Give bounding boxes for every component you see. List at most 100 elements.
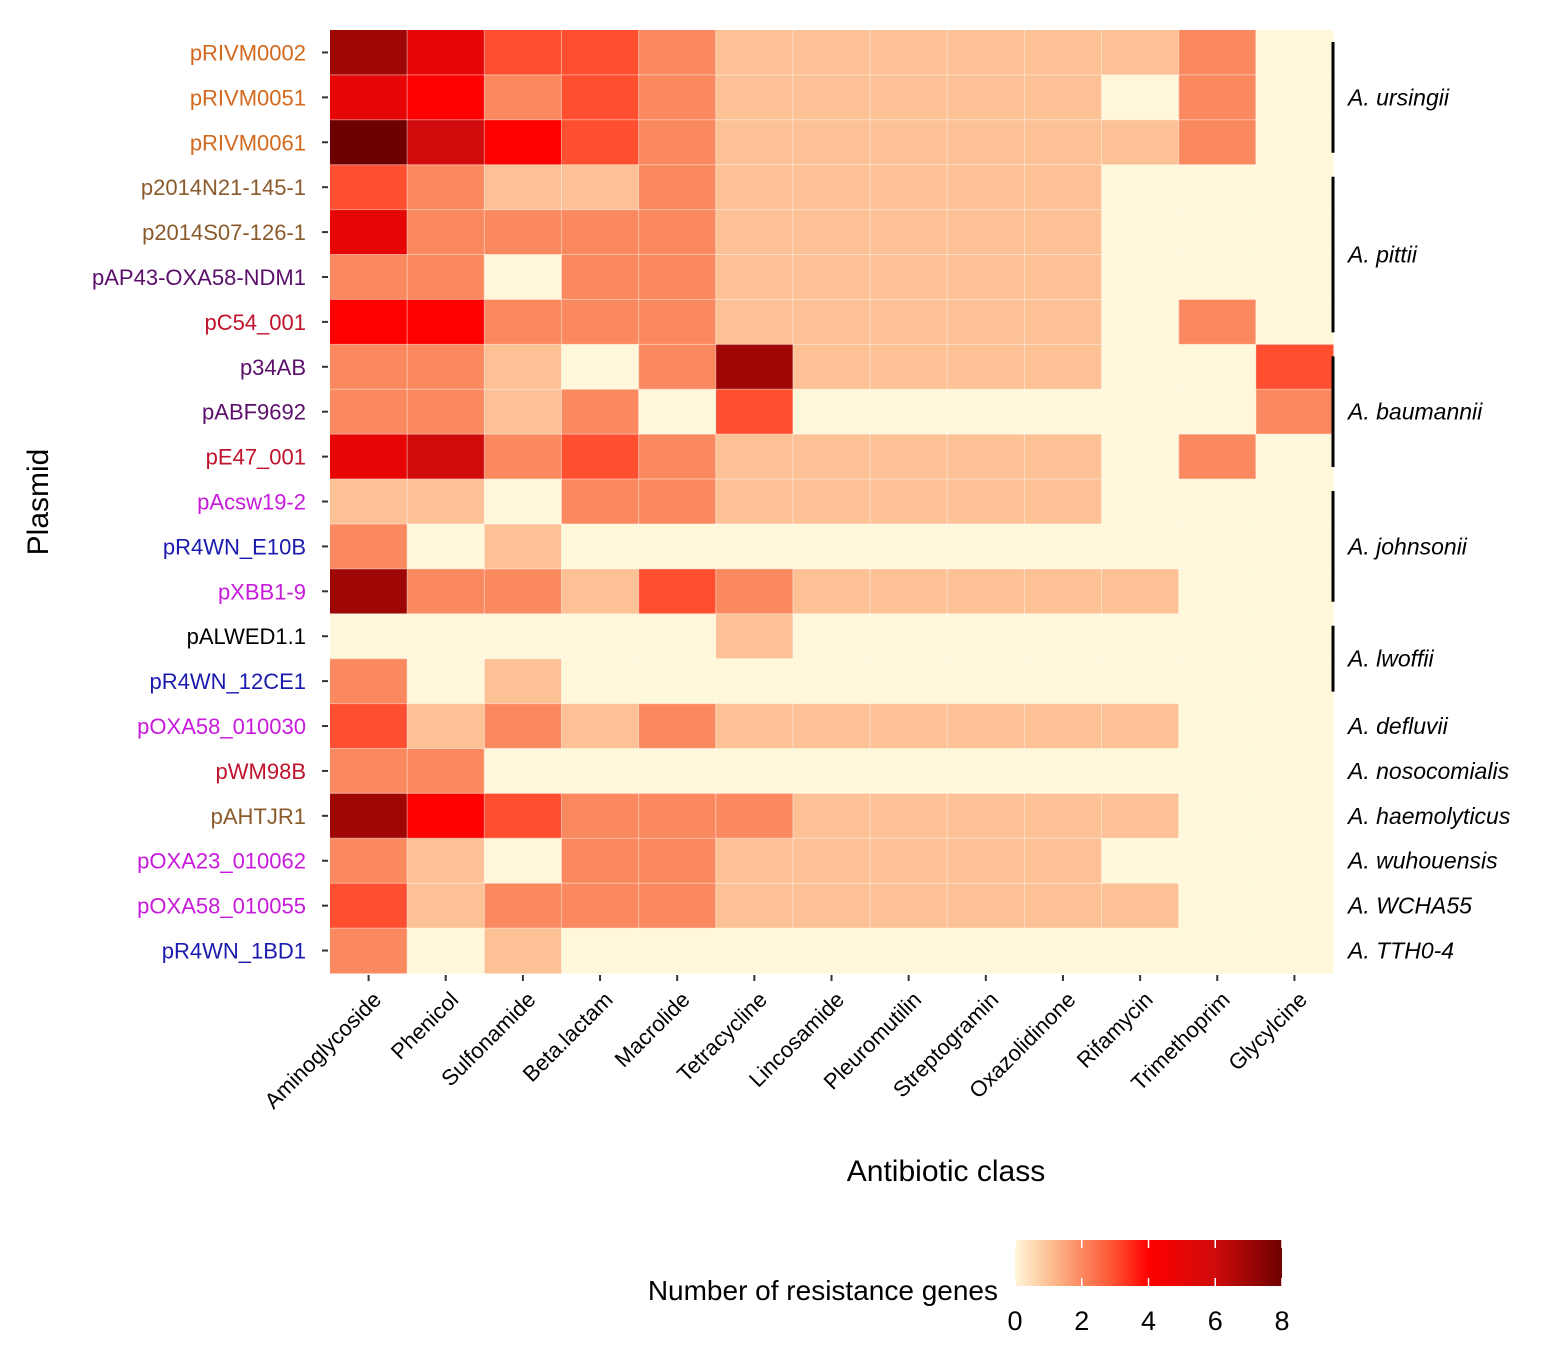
species-label: A. nosocomialis <box>1346 758 1510 784</box>
heatmap-cell <box>792 523 871 570</box>
heatmap-cell <box>638 30 717 76</box>
heatmap-cell <box>870 568 948 615</box>
heatmap-cell <box>1178 119 1257 166</box>
heatmap-cell <box>638 209 717 256</box>
heatmap-cell <box>1255 299 1334 345</box>
heatmap-cell <box>947 299 1025 345</box>
heatmap-cell <box>561 838 640 884</box>
heatmap-cell <box>947 164 1025 211</box>
heatmap-cell <box>330 883 408 929</box>
heatmap-cell <box>330 523 408 570</box>
heatmap-cell <box>484 613 562 660</box>
heatmap-cell <box>484 928 562 974</box>
heatmap-cell <box>638 299 717 345</box>
heatmap-cell <box>638 883 717 929</box>
heatmap-cell <box>330 209 408 256</box>
heatmap-cell <box>870 30 948 76</box>
heatmap-cell <box>1178 74 1257 121</box>
heatmap-cell <box>1255 658 1334 705</box>
heatmap-cell <box>638 568 717 615</box>
species-label: A. ursingii <box>1346 84 1450 110</box>
heatmap-cell <box>561 119 640 166</box>
heatmap-cells <box>330 30 1334 974</box>
heatmap-cell <box>870 613 948 660</box>
heatmap-cell <box>561 658 640 705</box>
heatmap-cell <box>1255 254 1334 300</box>
heatmap-cell <box>792 479 871 525</box>
y-axis-tick-labels: pRIVM0002 pRIVM0051 pRIVM0061 p2014N21-145-… <box>92 40 328 964</box>
legend-tick-label: 6 <box>1208 1306 1223 1336</box>
heatmap-cell <box>484 254 562 300</box>
heatmap-cell <box>561 434 640 480</box>
plasmid-label: pABF9692 <box>202 400 306 425</box>
heatmap-cell <box>1178 928 1257 974</box>
heatmap-cell <box>947 209 1025 256</box>
heatmap-cell <box>1255 613 1334 660</box>
heatmap-cell <box>1255 793 1334 839</box>
plasmid-label: pOXA58_010055 <box>137 894 306 919</box>
heatmap-cell <box>484 434 562 480</box>
heatmap-cell <box>330 434 408 480</box>
heatmap-cell <box>792 928 871 974</box>
heatmap-cell <box>638 164 717 211</box>
species-label: A. TTH0-4 <box>1346 938 1454 964</box>
legend-tick-label: 2 <box>1074 1306 1089 1336</box>
heatmap-cell <box>870 658 948 705</box>
heatmap-cell <box>1255 838 1334 884</box>
heatmap-cell <box>484 389 562 435</box>
heatmap-cell <box>330 793 408 839</box>
heatmap-cell <box>715 928 794 974</box>
species-label: A. defluvii <box>1346 713 1449 739</box>
species-label: A. baumannii <box>1346 399 1483 425</box>
heatmap-cell <box>1255 523 1334 570</box>
heatmap-cell <box>638 344 717 390</box>
heatmap-cell <box>407 748 485 794</box>
heatmap-cell <box>1024 523 1103 570</box>
heatmap-cell <box>792 344 871 390</box>
heatmap-cell <box>947 793 1025 839</box>
heatmap-cell <box>561 30 640 76</box>
heatmap-cell <box>407 479 485 525</box>
heatmap-cell <box>1101 793 1180 839</box>
heatmap-cell <box>561 209 640 256</box>
heatmap-cell <box>407 209 485 256</box>
heatmap-cell <box>330 928 408 974</box>
heatmap-cell <box>1024 434 1103 480</box>
heatmap-cell <box>792 568 871 615</box>
heatmap-cell <box>792 389 871 435</box>
plasmid-label: pAcsw19-2 <box>197 490 306 515</box>
species-label: A. haemolyticus <box>1346 803 1511 829</box>
x-axis-tick-labels: Aminoglycoside PhenicolSulfonamideBeta.la… <box>259 975 1312 1113</box>
heatmap-cell <box>1101 748 1180 794</box>
heatmap-cell <box>561 479 640 525</box>
heatmap-cell <box>1255 479 1334 525</box>
heatmap-cell <box>1255 119 1334 166</box>
heatmap-cell <box>870 838 948 884</box>
heatmap-cell <box>1024 254 1103 300</box>
species-label: A. johnsonii <box>1346 533 1468 559</box>
heatmap-cell <box>407 613 485 660</box>
heatmap-cell <box>792 434 871 480</box>
heatmap-cell <box>330 119 408 166</box>
heatmap-cell <box>715 434 794 480</box>
heatmap-cell <box>484 119 562 166</box>
heatmap-cell <box>484 74 562 121</box>
heatmap-cell <box>484 30 562 76</box>
heatmap-cell <box>1024 703 1103 749</box>
heatmap-cell <box>1178 658 1257 705</box>
antibiotic-class-label: Glycylcine <box>1223 987 1312 1076</box>
heatmap-cell <box>484 164 562 211</box>
heatmap-cell <box>1178 434 1257 480</box>
heatmap-cell <box>947 883 1025 929</box>
heatmap-cell <box>407 344 485 390</box>
heatmap-cell <box>484 299 562 345</box>
heatmap-cell <box>638 793 717 839</box>
heatmap-cell <box>638 434 717 480</box>
plasmid-label: pOXA58_010030 <box>137 714 306 739</box>
heatmap-cell <box>407 164 485 211</box>
plasmid-label: pALWED1.1 <box>187 624 306 649</box>
heatmap-cell <box>1024 479 1103 525</box>
legend-tick-label: 4 <box>1141 1306 1156 1336</box>
legend-tick-label: 0 <box>1007 1306 1022 1336</box>
heatmap-cell <box>561 613 640 660</box>
